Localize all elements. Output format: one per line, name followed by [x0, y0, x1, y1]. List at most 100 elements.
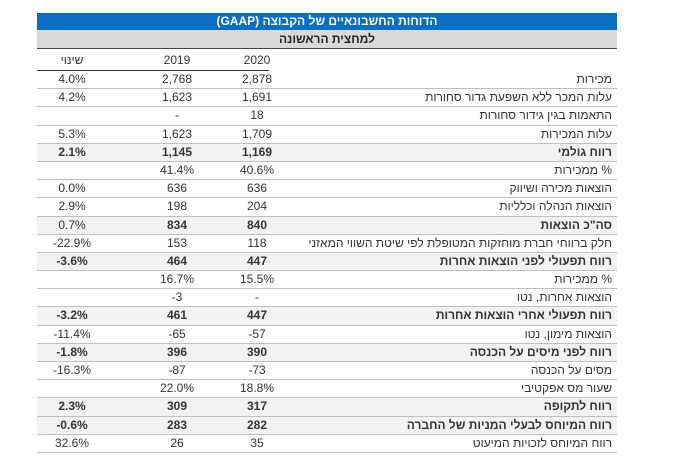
- cell-2019: 1,623: [161, 90, 193, 105]
- cell-2019: 309: [166, 399, 188, 414]
- table-row: 2.1% 1,145 1,169 רווח גולמי: [37, 143, 617, 162]
- cell-change: 2.1%: [58, 144, 86, 159]
- cell-2019: 1,623: [161, 126, 193, 141]
- cell-2019: -3: [171, 290, 183, 305]
- cell-2020: 40.6%: [239, 162, 275, 177]
- row-label: התאמות בגין גידור סחורות: [479, 108, 612, 123]
- table-row: -0.6% 283 282 רווח המיוחס לבעלי המניות של ה…: [37, 416, 617, 435]
- cell-2019: 198: [166, 199, 188, 214]
- cell-2020: 18: [250, 108, 264, 123]
- table-row: 0.7% 834 840 סה"כ הוצאות: [37, 216, 617, 235]
- cell-change: -3.2%: [56, 308, 88, 323]
- table-row: 0.0% 636 636 הוצאות מכירה ושיווק: [37, 180, 617, 199]
- table-row: -1.8% 396 390 רווח לפני מיסים על הכנסה: [37, 343, 617, 362]
- table-row: -22.9% 153 118 חלק ברווחי חברת מוחזקות המטו…: [37, 235, 617, 253]
- column-header-change: שינוי: [60, 53, 84, 67]
- cell-2020: 390: [246, 344, 268, 359]
- cell-change: -1.8%: [56, 344, 88, 359]
- cell-change: 32.6%: [54, 435, 90, 450]
- cell-2020: 1,709: [241, 126, 273, 141]
- row-label: רווח המיוחס לזכויות המיעוט: [472, 435, 612, 450]
- row-label: הוצאות מימון, נטו: [524, 326, 612, 341]
- cell-2020: 282: [246, 417, 268, 432]
- table-row: -3.6% 464 447 רווח תפעולי לפני הוצאות אחרות: [37, 252, 617, 272]
- table-row: 5.3% 1,623 1,709 עלות המכירות: [37, 126, 617, 144]
- cell-2020: 317: [246, 399, 268, 414]
- table-title: הדוחות החשבונאיים של הקבוצה (GAAP): [37, 13, 617, 30]
- cell-change: 0.0%: [58, 181, 86, 196]
- cell-2020: 18.8%: [239, 381, 275, 396]
- column-header-2019: 2019: [163, 53, 191, 67]
- cell-2019: 153: [166, 235, 188, 250]
- cell-2020: 840: [246, 217, 268, 232]
- row-label: מכירות: [576, 72, 612, 86]
- table-row: 2.9% 198 204 הוצאות הנהלה וכלליות: [37, 198, 617, 217]
- cell-2019: 41.4%: [159, 162, 195, 177]
- column-header-row: שינוי 2019 2020: [37, 49, 617, 71]
- row-label: הוצאות מכירה ושיווק: [509, 181, 613, 196]
- cell-2020: 204: [246, 199, 268, 214]
- cell-change: 4.0%: [58, 72, 86, 86]
- cell-2019: -87: [168, 363, 186, 377]
- cell-change: -3.6%: [56, 253, 88, 268]
- table-row: -11.4% -65 -57 הוצאות מימון, נטו: [37, 326, 617, 344]
- cell-2019: 26: [170, 435, 184, 450]
- cell-change: -22.9%: [52, 235, 92, 250]
- row-label: מסים על הכנסה: [530, 363, 612, 377]
- table-row: -3 - הוצאות אחרות, נטו: [37, 289, 617, 308]
- row-label: הוצאות אחרות, נטו: [516, 290, 612, 305]
- row-label: עלות המכר ללא השפעת גדור סחורות: [425, 90, 612, 105]
- row-label: הוצאות הנהלה וכלליות: [499, 199, 612, 214]
- cell-2019: 464: [166, 253, 188, 268]
- cell-2019: 834: [166, 217, 188, 232]
- cell-change: -0.6%: [56, 417, 88, 432]
- cell-2020: -73: [248, 363, 266, 377]
- table-row: 4.0% 2,768 2,878 מכירות: [37, 71, 617, 90]
- row-label: שעור מס אפקטיבי: [521, 381, 612, 396]
- cell-2019: 2,768: [161, 72, 193, 86]
- row-label: עלות המכירות: [540, 126, 612, 141]
- financial-table: הדוחות החשבונאיים של הקבוצה (GAAP) למחצי…: [37, 13, 617, 453]
- header-divider: [37, 70, 269, 71]
- table-row: -3.2% 461 447 רווח תפעולי אחרי הוצאות אחרות: [37, 307, 617, 326]
- cell-2020: 1,169: [241, 144, 273, 159]
- table-row: 2.3% 309 317 רווח לתקופה: [37, 398, 617, 417]
- cell-2020: 15.5%: [239, 272, 275, 287]
- cell-change: -16.3%: [52, 363, 92, 377]
- row-label: רווח המיוחס לבעלי המניות של החברה: [406, 417, 612, 432]
- row-label: % ממכירות: [554, 162, 612, 177]
- cell-2019: 1,145: [161, 144, 193, 159]
- table-row: 32.6% 26 35 רווח המיוחס לזכויות המיעוט: [37, 435, 617, 453]
- table-row: 22.0% 18.8% שעור מס אפקטיבי: [37, 380, 617, 399]
- row-label: סה"כ הוצאות: [540, 217, 613, 232]
- cell-2019: 636: [166, 181, 188, 196]
- cell-2019: 461: [166, 308, 188, 323]
- cell-change: 2.9%: [58, 199, 86, 214]
- row-label: רווח לפני מיסים על הכנסה: [469, 344, 612, 359]
- row-label: רווח גולמי: [557, 144, 612, 159]
- cell-change: -11.4%: [53, 326, 91, 341]
- cell-2019: 16.7%: [159, 272, 195, 287]
- cell-2019: 283: [166, 417, 188, 432]
- cell-2019: -65: [168, 326, 186, 341]
- cell-2020: 118: [247, 235, 267, 250]
- cell-change: 2.3%: [58, 399, 86, 414]
- cell-change: 5.3%: [58, 126, 86, 141]
- cell-2019: 396: [166, 344, 188, 359]
- cell-2020: 1,691: [241, 90, 273, 105]
- cell-2020: -57: [248, 326, 266, 341]
- row-label: רווח תפעולי אחרי הוצאות אחרות: [435, 308, 612, 323]
- cell-2019: -: [175, 108, 179, 123]
- cell-2020: 636: [246, 181, 268, 196]
- table-row: -16.3% -87 -73 מסים על הכנסה: [37, 362, 617, 381]
- table-body: 4.0% 2,768 2,878 מכירות 4.2% 1,623 1,691 עלות ה…: [37, 71, 617, 453]
- table-row: 41.4% 40.6% % ממכירות: [37, 162, 617, 181]
- table-subtitle: למחצית הראשונה: [37, 30, 617, 49]
- cell-2020: 2,878: [241, 72, 273, 86]
- column-header-2020: 2020: [243, 53, 271, 67]
- row-label: רווח תפעולי לפני הוצאות אחרות: [439, 253, 612, 268]
- table-row: 4.2% 1,623 1,691 עלות המכר ללא השפעת גדור ס…: [37, 89, 617, 108]
- cell-2020: 35: [250, 435, 264, 450]
- cell-2019: 22.0%: [159, 381, 195, 396]
- cell-change: 4.2%: [58, 90, 86, 105]
